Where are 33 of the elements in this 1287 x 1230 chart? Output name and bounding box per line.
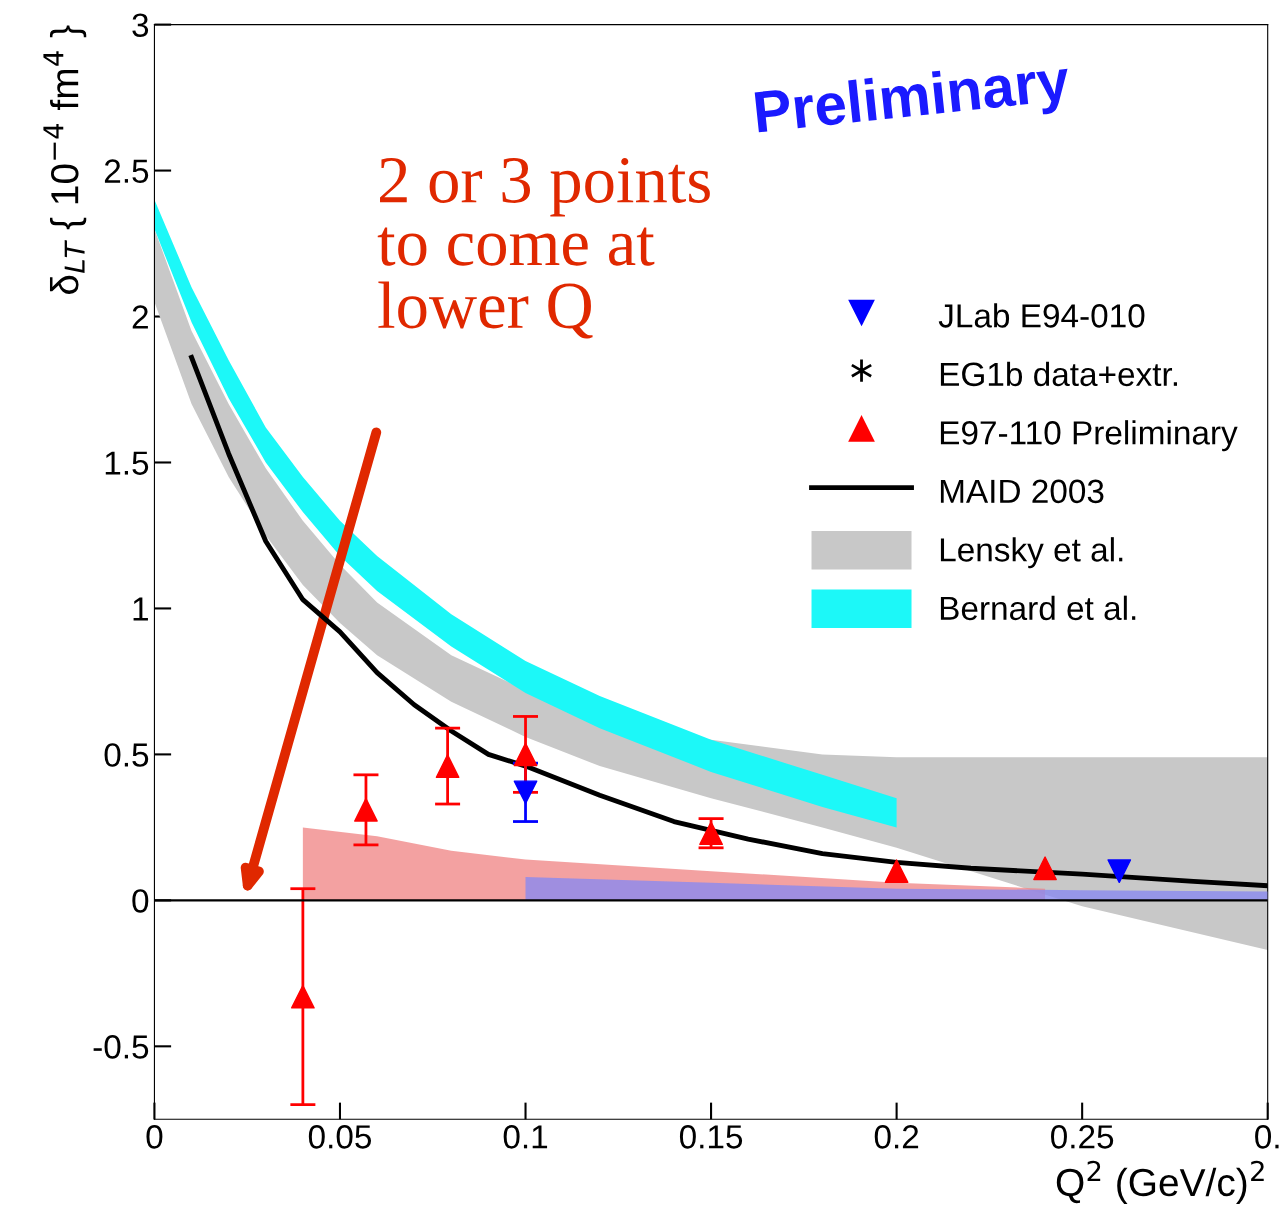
y-tick-label: 1: [133, 597, 148, 621]
legend-label: E97-110 Preliminary: [940, 420, 1238, 452]
x-axis-title: Q$^{2}$ (GeV/c)$^{2}$: [1056, 1160, 1264, 1204]
annotation: 2 or 3 points to come at lower Q: [377, 158, 710, 339]
y-tick-label: 3: [132, 13, 149, 38]
x-tick-label: 0.25: [1051, 1125, 1114, 1149]
point: [435, 754, 460, 778]
line-series: [189, 354, 1268, 889]
x-tick-label: 0.: [1255, 1125, 1279, 1149]
y-tick-label: 1.5: [105, 451, 149, 475]
y-axis-title: δ$_{LT}$ { 10$^{−4}$ fm$^{4}$ }: [43, 25, 87, 295]
legend-label: EG1b data+extr.: [940, 361, 1177, 387]
point: [1033, 856, 1057, 881]
legend-label: MAID 2003: [940, 479, 1104, 504]
point: [290, 984, 315, 1009]
x-tick-label: 0.2: [874, 1125, 919, 1149]
point: [513, 780, 538, 805]
point: [513, 742, 538, 767]
y-tick-label: 0.5: [104, 743, 149, 767]
legend-label: Lensky et al.: [940, 537, 1123, 569]
x-tick-label: 0.05: [308, 1125, 372, 1149]
y-tick-label: 2.5: [104, 159, 149, 183]
y-tick-label: 0: [132, 889, 149, 913]
x-tick-label: 0.15: [679, 1125, 743, 1149]
point: [1107, 859, 1132, 884]
point: [884, 859, 909, 884]
legend-label: JLab E94-010: [938, 303, 1145, 328]
x-tick-label: 0.1: [503, 1125, 548, 1149]
y-tick-label: 2: [132, 305, 148, 329]
annotation: Preliminary: [754, 57, 1072, 145]
legend-label: Bernard et al.: [940, 595, 1136, 621]
point: [354, 797, 378, 822]
y-tick-label: -0.5: [93, 1035, 149, 1059]
